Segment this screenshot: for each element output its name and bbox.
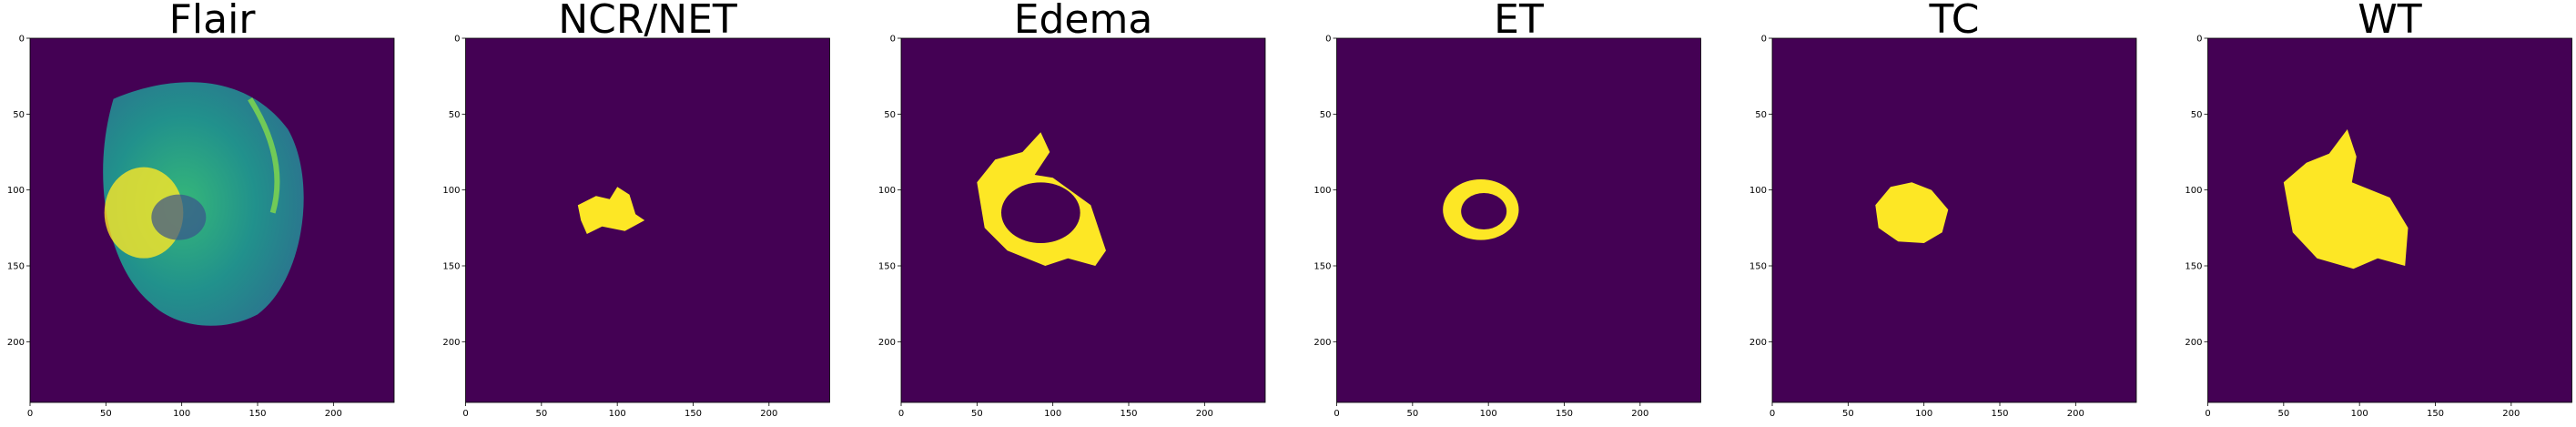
panel-1: Flair 0 50 100 150 200 0 50 100 150 200 bbox=[7, 0, 395, 419]
y-tick-label: 150 bbox=[1749, 262, 1767, 272]
x-tick-label: 150 bbox=[1991, 409, 2008, 419]
x-tick-label: 150 bbox=[2427, 409, 2444, 419]
y-tick-label: 100 bbox=[1313, 186, 1331, 196]
x-tick-label: 200 bbox=[1196, 409, 1213, 419]
x-tick-label: 50 bbox=[1406, 409, 1418, 419]
wt-mask bbox=[2283, 129, 2409, 269]
image-background bbox=[1772, 38, 2136, 402]
y-tick-label: 50 bbox=[884, 110, 896, 120]
y-tick-label: 150 bbox=[1313, 262, 1331, 272]
ncr-net-mask bbox=[577, 187, 645, 234]
y-tick-label: 200 bbox=[7, 338, 25, 348]
x-tick-label: 0 bbox=[1770, 409, 1775, 419]
x-tick-label: 50 bbox=[535, 409, 547, 419]
y-tick-label: 0 bbox=[1325, 35, 1331, 45]
ventricle-edge bbox=[248, 97, 280, 214]
y-tick-label: 200 bbox=[878, 338, 896, 348]
x-tick-label: 200 bbox=[760, 409, 777, 419]
axes-frame bbox=[465, 37, 830, 403]
panel-2: NCR/NET 0 50 100 150 200 0 50 100 150 200 bbox=[442, 0, 830, 419]
x-tick-label: 0 bbox=[1334, 409, 1339, 419]
x-tick-label: 150 bbox=[1556, 409, 1573, 419]
edema-core-hole bbox=[1001, 182, 1080, 243]
x-tick-label: 0 bbox=[2205, 409, 2210, 419]
panel-title: WT bbox=[2358, 0, 2422, 43]
y-tick-label: 50 bbox=[2191, 110, 2203, 120]
y-tick-label: 150 bbox=[2185, 262, 2202, 272]
brain-scan bbox=[103, 82, 304, 326]
x-tick-label: 50 bbox=[2277, 409, 2289, 419]
y-tick-label: 0 bbox=[1761, 35, 1767, 45]
x-tick-label: 200 bbox=[2502, 409, 2520, 419]
y-tick-label: 150 bbox=[7, 262, 25, 272]
tc-mask bbox=[1875, 182, 1949, 243]
x-tick-label: 100 bbox=[2351, 409, 2368, 419]
axes-frame bbox=[29, 37, 395, 403]
y-tick-label: 150 bbox=[878, 262, 896, 272]
y-tick-label: 200 bbox=[1313, 338, 1331, 348]
panel-3: Edema 0 50 100 150 200 0 50 100 150 200 bbox=[878, 0, 1266, 419]
y-tick-label: 200 bbox=[2185, 338, 2202, 348]
et-core-hole bbox=[1461, 193, 1507, 229]
y-tick-label: 50 bbox=[1755, 110, 1767, 120]
tumor-core-region bbox=[151, 194, 207, 240]
x-tick-label: 0 bbox=[898, 409, 904, 419]
x-tick-label: 200 bbox=[2067, 409, 2084, 419]
x-tick-label: 50 bbox=[1842, 409, 1854, 419]
y-tick-label: 100 bbox=[2185, 186, 2202, 196]
x-tick-label: 150 bbox=[1120, 409, 1137, 419]
panel-title: TC bbox=[1928, 0, 1979, 43]
axes-frame bbox=[900, 37, 1266, 403]
y-tick-label: 50 bbox=[449, 110, 461, 120]
y-tick-label: 200 bbox=[1749, 338, 1767, 348]
y-tick-label: 50 bbox=[13, 110, 25, 120]
y-tick-label: 100 bbox=[442, 186, 460, 196]
y-tick-label: 0 bbox=[2196, 35, 2202, 45]
image-background bbox=[465, 38, 830, 402]
panel-title: Edema bbox=[1014, 0, 1153, 43]
y-tick-label: 50 bbox=[1320, 110, 1332, 120]
x-tick-label: 100 bbox=[1480, 409, 1497, 419]
y-tick-label: 0 bbox=[890, 35, 896, 45]
image-background bbox=[1336, 38, 1701, 402]
y-tick-label: 100 bbox=[1749, 186, 1767, 196]
y-tick-label: 0 bbox=[454, 35, 460, 45]
x-tick-label: 100 bbox=[1044, 409, 1061, 419]
x-tick-label: 100 bbox=[1915, 409, 1932, 419]
y-tick-label: 200 bbox=[442, 338, 460, 348]
x-tick-label: 100 bbox=[173, 409, 190, 419]
panel-4: ET 0 50 100 150 200 0 50 100 150 200 bbox=[1313, 0, 1701, 419]
panel-5: TC 0 50 100 150 200 0 50 100 150 200 bbox=[1749, 0, 2137, 419]
x-tick-label: 100 bbox=[609, 409, 626, 419]
panel-title: ET bbox=[1494, 0, 1544, 43]
axes-frame bbox=[2207, 37, 2572, 403]
y-tick-label: 0 bbox=[19, 35, 25, 45]
x-tick-label: 200 bbox=[325, 409, 342, 419]
x-tick-label: 150 bbox=[248, 409, 266, 419]
x-tick-label: 0 bbox=[462, 409, 468, 419]
x-tick-label: 50 bbox=[100, 409, 112, 419]
panel-title: NCR/NET bbox=[558, 0, 737, 43]
x-tick-label: 150 bbox=[685, 409, 702, 419]
axes-frame bbox=[1771, 37, 2137, 403]
x-tick-label: 50 bbox=[971, 409, 983, 419]
y-tick-label: 150 bbox=[442, 262, 460, 272]
y-tick-label: 100 bbox=[878, 186, 896, 196]
x-tick-label: 200 bbox=[1631, 409, 1648, 419]
panel-6: WT 0 50 100 150 200 0 50 100 150 200 bbox=[2185, 0, 2572, 419]
panel-title: Flair bbox=[169, 0, 257, 43]
axes-frame bbox=[1336, 37, 1701, 403]
x-tick-label: 0 bbox=[27, 409, 33, 419]
y-tick-label: 100 bbox=[7, 186, 25, 196]
